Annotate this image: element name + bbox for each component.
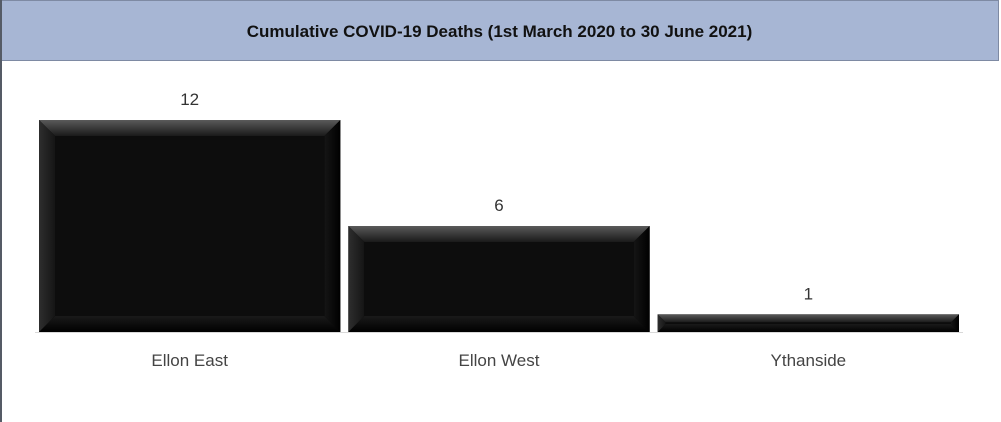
x-tick-label: Ellon West [459,351,540,370]
bar-chart: 12 Ellon East 6 Ellon West 1 Ythanside [35,90,963,370]
chart-title: Cumulative COVID-19 Deaths (1st March 20… [246,22,753,41]
x-tick-label: Ythanside [771,351,847,370]
bars-layer: 12 Ellon East 6 Ellon West 1 Ythanside [39,90,959,370]
bar-ellon-east [39,120,341,332]
bar-ellon-west [348,226,650,332]
x-tick-label: Ellon East [151,351,228,370]
data-label: 12 [180,90,199,109]
bar-ythanside [657,314,959,332]
data-label: 6 [494,196,503,215]
chart-header: Cumulative COVID-19 Deaths (1st March 20… [0,0,999,61]
panel-left-border [0,0,2,422]
data-label: 1 [804,284,813,303]
